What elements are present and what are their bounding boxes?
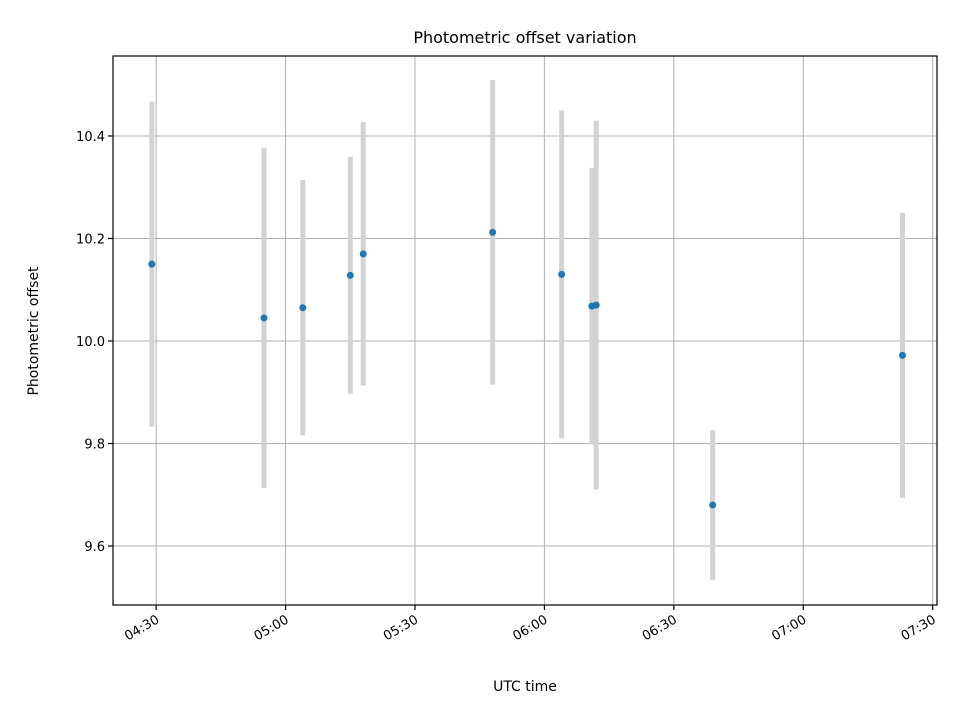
x-tick-label: 04:30 <box>122 612 162 644</box>
chart-title: Photometric offset variation <box>413 28 636 47</box>
grid-layer <box>113 56 937 605</box>
x-axis-label: UTC time <box>493 679 557 695</box>
x-tick-label: 07:30 <box>899 612 939 644</box>
point-layer <box>148 228 906 509</box>
y-tick-label: 10.0 <box>76 335 105 350</box>
x-tick-label: 07:00 <box>769 612 809 644</box>
y-tick-label: 9.6 <box>84 540 105 555</box>
y-axis-label: Photometric offset <box>26 266 42 396</box>
data-point <box>592 301 600 309</box>
x-tick-label: 05:30 <box>381 612 421 644</box>
data-point <box>709 501 717 509</box>
y-tick-label: 10.2 <box>76 232 105 247</box>
data-point <box>148 260 156 268</box>
errorbar-layer <box>149 80 905 580</box>
x-tick-label: 05:00 <box>252 612 292 644</box>
y-tick-label: 10.4 <box>76 130 105 145</box>
data-point <box>346 271 354 279</box>
data-point <box>898 351 906 359</box>
x-tick-label: 06:00 <box>510 612 550 644</box>
data-point <box>359 250 367 258</box>
data-point <box>558 270 566 278</box>
tick-layer: 04:30 05:00 05:30 06:00 06:30 07:00 07:30 9.6 9.… <box>76 130 939 644</box>
y-tick-label: 9.8 <box>84 438 105 453</box>
data-point <box>299 304 307 312</box>
data-point <box>260 314 268 322</box>
data-point <box>489 228 497 236</box>
x-tick-label: 06:30 <box>640 612 680 644</box>
plot-frame <box>112 55 938 606</box>
